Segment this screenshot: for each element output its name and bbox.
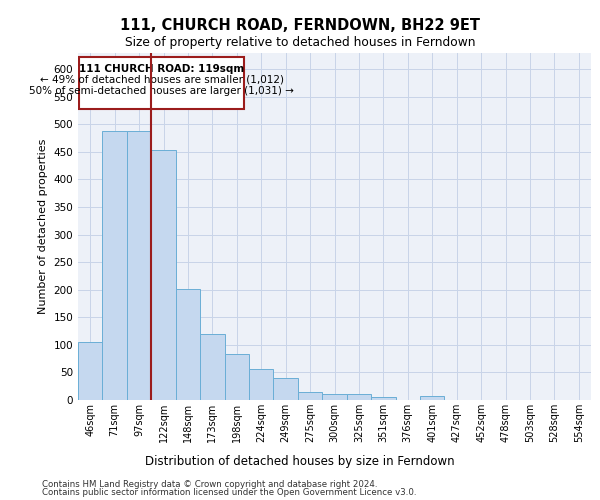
Text: Distribution of detached houses by size in Ferndown: Distribution of detached houses by size …	[145, 454, 455, 468]
Y-axis label: Number of detached properties: Number of detached properties	[38, 138, 48, 314]
Bar	[420, 396, 445, 400]
Bar	[103, 132, 127, 400]
Bar	[151, 150, 176, 400]
Text: Contains public sector information licensed under the Open Government Licence v3: Contains public sector information licen…	[42, 488, 416, 497]
Bar	[298, 392, 322, 400]
Text: 111 CHURCH ROAD: 119sqm: 111 CHURCH ROAD: 119sqm	[79, 64, 244, 74]
Bar	[274, 378, 298, 400]
Text: Contains HM Land Registry data © Crown copyright and database right 2024.: Contains HM Land Registry data © Crown c…	[42, 480, 377, 489]
Text: 50% of semi-detached houses are larger (1,031) →: 50% of semi-detached houses are larger (…	[29, 86, 294, 96]
Bar	[127, 132, 151, 400]
Bar	[322, 394, 347, 400]
Text: 111, CHURCH ROAD, FERNDOWN, BH22 9ET: 111, CHURCH ROAD, FERNDOWN, BH22 9ET	[120, 18, 480, 32]
Bar	[249, 368, 274, 400]
Bar	[176, 288, 200, 400]
Text: ← 49% of detached houses are smaller (1,012): ← 49% of detached houses are smaller (1,…	[40, 74, 284, 85]
Bar	[371, 397, 395, 400]
Bar	[78, 342, 103, 400]
Bar	[224, 354, 249, 400]
Bar	[200, 334, 224, 400]
FancyBboxPatch shape	[79, 57, 244, 110]
Text: Size of property relative to detached houses in Ferndown: Size of property relative to detached ho…	[125, 36, 475, 49]
Bar	[347, 394, 371, 400]
